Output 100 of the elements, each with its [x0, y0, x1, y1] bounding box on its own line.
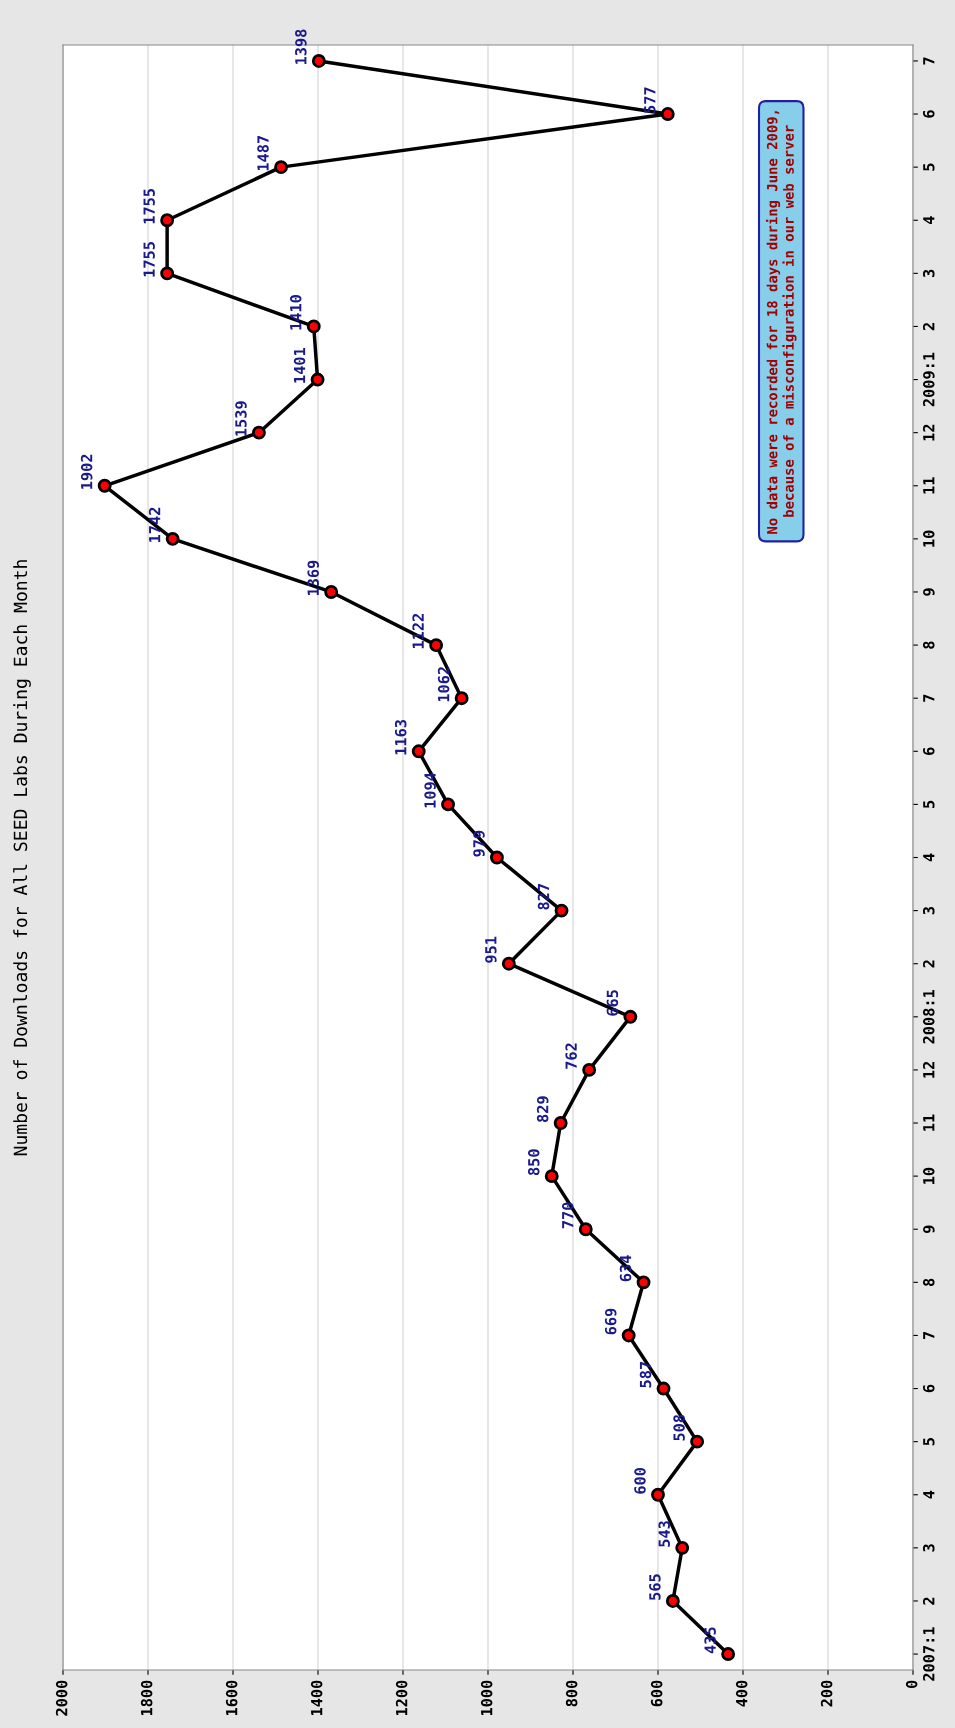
x-tick-label: 800	[565, 1680, 578, 1707]
point	[411, 744, 426, 759]
data-label: 979	[473, 830, 485, 857]
data-label: 435	[704, 1627, 716, 1654]
text: Number of Downloads for All SEED Labs During Each Month	[13, 560, 31, 1156]
y-tick-label: 6	[923, 110, 935, 118]
point	[675, 1540, 690, 1555]
y-tick-label: 2	[922, 960, 935, 968]
y-tick-label: 8	[922, 641, 935, 649]
data-label: 1742	[148, 507, 161, 542]
y-tick-label: 4	[923, 853, 935, 862]
point	[660, 107, 675, 121]
y-tick-label: 10	[922, 530, 935, 547]
y-tick-label: 11	[923, 1114, 935, 1131]
point	[274, 160, 288, 175]
data-label: 827	[537, 884, 550, 910]
x-tick-label: 0	[905, 1680, 918, 1688]
x-tick-label: 1000	[480, 1680, 493, 1716]
x-tick-label: 1800	[140, 1680, 153, 1716]
y-tick-label: 9	[923, 588, 935, 596]
point	[621, 1328, 636, 1343]
point	[160, 266, 175, 281]
data-label: 1902	[80, 454, 93, 489]
point	[97, 478, 112, 493]
point	[306, 319, 321, 334]
y-tick-label: 3	[922, 1544, 935, 1552]
data-label: 669	[604, 1308, 617, 1335]
point	[310, 372, 325, 387]
point	[324, 585, 339, 599]
point	[553, 1116, 568, 1130]
y-tick-label: 2007:1	[922, 1627, 935, 1681]
y-tick-label: 7	[923, 1331, 935, 1340]
data-label: 770	[561, 1202, 574, 1229]
data-label: 665	[606, 990, 619, 1016]
y-tick-label: 6	[923, 747, 935, 755]
y-tick-label: 2	[922, 1597, 935, 1605]
data-label: 1122	[412, 614, 424, 649]
x-tick-label: 400	[735, 1680, 748, 1707]
y-tick-label: 8	[922, 1278, 935, 1286]
x-tick-label: 200	[820, 1680, 833, 1707]
data-label: 850	[527, 1149, 540, 1176]
y-tick-label: 5	[923, 1438, 935, 1446]
data-label: 1410	[289, 295, 302, 330]
x-tick-label: 1200	[395, 1680, 408, 1716]
data-label: 1539	[235, 401, 247, 436]
y-tick-label: 4	[923, 1490, 935, 1499]
data-label: 508	[673, 1414, 685, 1441]
data-label: 565	[649, 1574, 661, 1600]
data-label: 634	[619, 1255, 632, 1282]
data-label: 829	[536, 1096, 549, 1122]
data-label: 577	[644, 87, 656, 113]
data-label: 587	[639, 1362, 652, 1388]
y-tick-label: 12	[922, 424, 935, 441]
x-tick-label: 1600	[225, 1680, 238, 1716]
data-label: 951	[485, 936, 497, 963]
data-label: 600	[634, 1467, 646, 1494]
data-label: 1094	[424, 772, 436, 808]
point	[544, 1169, 559, 1184]
x-tick-label: 600	[650, 1680, 663, 1707]
y-tick-label: 11	[923, 477, 935, 494]
point	[636, 1275, 651, 1290]
y-tick-label: 6	[923, 1384, 935, 1393]
y-tick-label: 12	[922, 1061, 935, 1078]
y-tick-label: 2	[922, 323, 935, 331]
point	[582, 1062, 597, 1077]
y-tick-label: 3	[922, 907, 935, 915]
point	[429, 638, 444, 653]
y-tick-label: 2008:1	[922, 989, 935, 1044]
point	[656, 1381, 671, 1396]
point	[690, 1434, 705, 1449]
point	[251, 425, 266, 440]
data-label: 762	[565, 1043, 577, 1069]
y-tick-label: 5	[923, 163, 935, 171]
point	[623, 1009, 638, 1024]
y-tick-label: 5	[923, 800, 935, 808]
point	[311, 53, 326, 68]
data-label: 1401	[293, 348, 306, 383]
data-label: 1487	[257, 136, 269, 171]
y-tick-label: 7	[923, 57, 935, 65]
y-tick-label: 9	[923, 1225, 935, 1233]
point	[165, 531, 180, 546]
y-tick-label: 4	[923, 216, 935, 225]
data-label: 1755	[143, 189, 155, 224]
point	[501, 956, 516, 971]
data-label: 1163	[394, 720, 407, 755]
point	[665, 1594, 680, 1608]
point	[651, 1487, 665, 1502]
point	[578, 1222, 593, 1237]
x-tick-label: 2000	[55, 1680, 68, 1716]
point	[554, 903, 569, 918]
point	[441, 797, 455, 812]
y-tick-label: 10	[922, 1167, 935, 1184]
x-tick-label: 1400	[310, 1680, 323, 1716]
y-tick-label: 3	[922, 269, 935, 278]
y-tick-label: 7	[923, 694, 935, 702]
point	[160, 213, 175, 228]
point	[721, 1647, 736, 1662]
data-label: 1398	[295, 29, 307, 65]
data-label: 543	[658, 1521, 670, 1547]
data-label: 1755	[143, 242, 155, 277]
